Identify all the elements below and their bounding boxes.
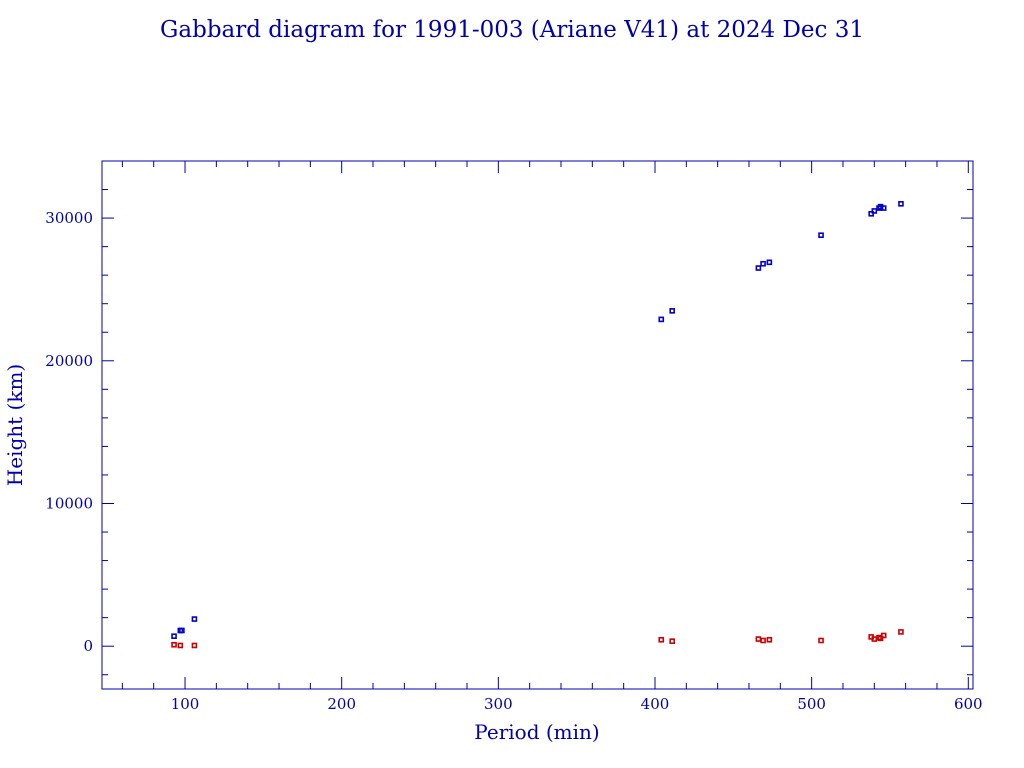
- x-tick-label: 500: [797, 695, 826, 713]
- data-point: [658, 316, 665, 323]
- data-point: [898, 201, 904, 207]
- y-tick-label: 30000: [45, 209, 93, 227]
- data-point: [755, 265, 762, 271]
- data-point: [766, 636, 773, 643]
- data-point: [760, 637, 766, 644]
- data-point: [669, 308, 676, 314]
- data-point: [880, 632, 887, 639]
- y-axis-label: Height (km): [3, 364, 27, 486]
- data-point: [868, 211, 874, 217]
- data-point: [191, 642, 198, 649]
- data-point: [898, 629, 904, 635]
- data-point: [179, 627, 185, 634]
- data-point: [871, 208, 878, 214]
- data-point: [171, 641, 177, 648]
- data-point: [877, 635, 884, 642]
- data-point: [669, 638, 676, 644]
- data-point: [871, 636, 878, 642]
- data-point: [760, 260, 766, 267]
- x-tick-label: 300: [484, 695, 513, 713]
- x-tick-label: 600: [954, 695, 983, 713]
- data-point: [658, 636, 665, 643]
- data-point: [880, 205, 887, 211]
- data-points: [171, 201, 904, 649]
- data-point: [171, 633, 177, 640]
- x-tick-label: 200: [327, 695, 356, 713]
- y-tick-label: 0: [83, 637, 93, 655]
- axis-ticks: [102, 160, 973, 689]
- axis-tick-labels: 100 200 300 400 500 600 0 10000 20000 30000: [45, 209, 982, 713]
- data-point: [818, 637, 824, 644]
- chart-title: Gabbard diagram for 1991-003 (Ariane V41…: [160, 17, 864, 43]
- x-axis-label: Period (min): [474, 720, 599, 744]
- data-point: [755, 636, 762, 642]
- data-point: [766, 259, 773, 266]
- data-point: [177, 642, 184, 649]
- x-tick-label: 400: [641, 695, 670, 713]
- x-tick-label: 100: [171, 695, 200, 713]
- data-point: [191, 616, 198, 622]
- y-tick-label: 20000: [45, 352, 93, 370]
- data-point: [818, 232, 824, 239]
- y-tick-label: 10000: [45, 494, 93, 512]
- plot-frame: [101, 160, 974, 690]
